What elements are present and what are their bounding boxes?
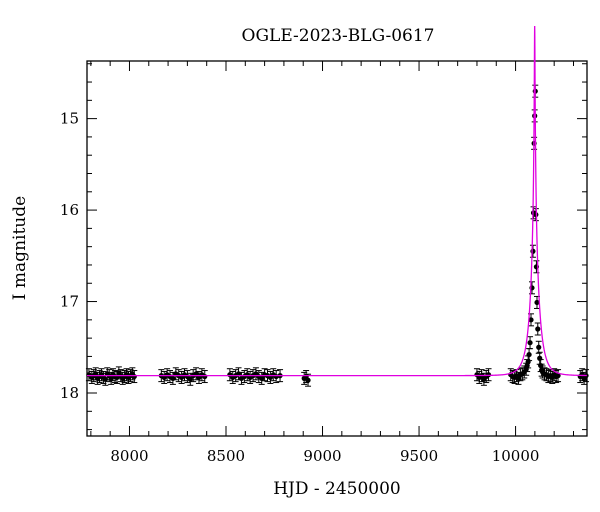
chart-title: OGLE-2023-BLG-0617 — [242, 26, 435, 46]
y-tick-label: 16 — [60, 201, 79, 219]
x-tick-label: 9500 — [400, 447, 438, 465]
y-tick-labels: 15 16 17 18 — [60, 110, 79, 402]
y-tick-label: 17 — [60, 293, 79, 311]
x-axis-label: HJD - 2450000 — [273, 479, 401, 499]
data-point — [526, 348, 533, 362]
data-point — [258, 371, 265, 385]
x-tick-label: 8500 — [207, 447, 245, 465]
data-point — [535, 340, 542, 354]
data-point — [536, 351, 543, 365]
y-tick-label: 18 — [60, 384, 79, 402]
data-point — [529, 244, 536, 258]
x-tick-label: 8000 — [110, 447, 148, 465]
data-point — [528, 281, 535, 295]
y-axis-label: I magnitude — [10, 196, 30, 300]
data-point — [528, 313, 535, 327]
axis-ticks — [87, 61, 587, 436]
data-points — [85, 84, 590, 387]
y-tick-label: 15 — [60, 110, 79, 128]
x-tick-label: 9000 — [303, 447, 341, 465]
x-tick-labels: 8000 8500 9000 9500 10000 — [110, 447, 539, 465]
data-point — [534, 322, 541, 336]
data-point — [527, 336, 534, 350]
plot-frame — [86, 60, 588, 437]
data-point — [555, 369, 562, 383]
model-curve — [87, 26, 587, 377]
data-point — [305, 373, 312, 387]
x-tick-label: 10000 — [492, 447, 540, 465]
